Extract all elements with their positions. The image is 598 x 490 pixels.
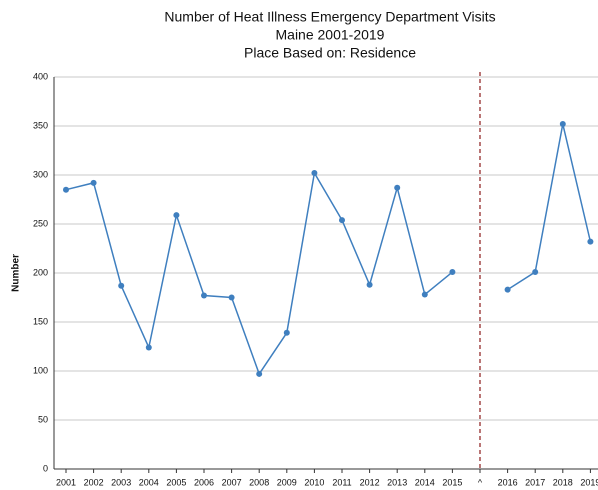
point (118, 282, 125, 289)
chart-subtitle: Place Based on: Residence (244, 45, 416, 61)
x-tick-label: 2015 (442, 477, 462, 487)
x-tick-label: 2014 (415, 477, 435, 487)
point (339, 217, 345, 224)
point (366, 281, 373, 288)
y-tick-label: 250 (33, 218, 48, 228)
y-tick-label: 150 (33, 316, 48, 326)
x-tick-label: 2013 (387, 477, 407, 487)
y-tick-label: 400 (33, 71, 48, 81)
point (559, 121, 566, 128)
point (311, 170, 318, 177)
x-tick-label: 2016 (498, 477, 518, 487)
point (63, 186, 69, 193)
point (201, 292, 207, 299)
chart-subtitle: Maine 2001-2019 (276, 27, 385, 43)
point (173, 212, 180, 219)
point (90, 179, 97, 186)
point (228, 294, 235, 301)
point (532, 269, 539, 276)
chart-title: Number of Heat Illness Emergency Departm… (164, 9, 495, 25)
y-tick-label: 50 (38, 414, 48, 424)
x-tick-label: 2018 (553, 477, 573, 487)
point (421, 291, 428, 298)
x-tick-label: 2006 (194, 477, 214, 487)
x-tick-label: 2017 (525, 477, 545, 487)
x-tick-label: 2003 (111, 477, 131, 487)
y-tick-label: 300 (33, 169, 48, 179)
point (256, 370, 263, 377)
x-tick-label: 2002 (84, 477, 104, 487)
y-tick-label: 200 (33, 267, 48, 277)
point (504, 286, 511, 293)
y-tick-label: 0 (43, 463, 48, 473)
x-tick-label: 2011 (332, 477, 351, 487)
x-tick-label: 2012 (360, 477, 380, 487)
line (65, 123, 592, 376)
point (283, 329, 290, 336)
x-tick-label: 2004 (139, 477, 159, 487)
point (145, 344, 152, 351)
point (394, 184, 401, 191)
x-tick-label: ^ (478, 477, 483, 487)
x-tick-label: 2010 (304, 477, 324, 487)
point (449, 269, 456, 276)
point (587, 238, 594, 245)
x-tick-label: 2005 (166, 477, 186, 487)
x-tick-label: 2007 (222, 477, 242, 487)
x-tick-label: 2008 (249, 477, 269, 487)
y-axis-label: Number (11, 254, 22, 292)
y-tick-label: 350 (33, 120, 48, 130)
y-tick-label: 100 (33, 365, 48, 375)
x-tick-label: 2019 (580, 477, 598, 487)
x-tick-label: 2009 (277, 477, 297, 487)
x-tick-label: 2001 (56, 477, 76, 487)
